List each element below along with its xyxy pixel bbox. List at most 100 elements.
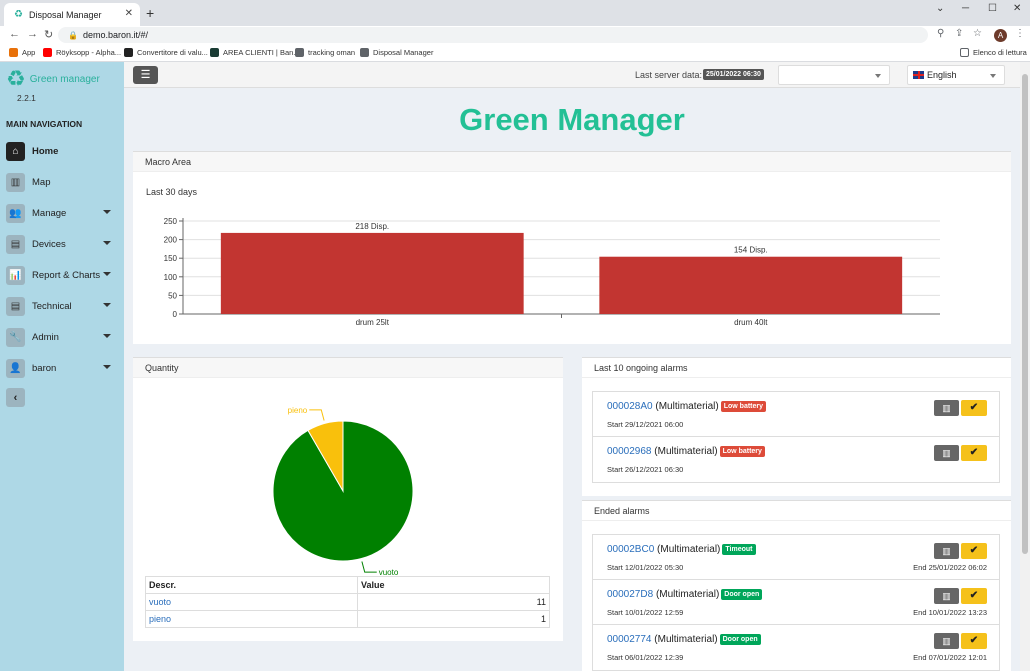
map-button[interactable]: ▥ (934, 400, 959, 416)
chevron-down-icon (103, 334, 111, 338)
archive-icon: ▤ (6, 296, 25, 316)
area-select[interactable] (778, 65, 890, 85)
y-tick-label: 250 (164, 217, 178, 226)
alarm-device-link[interactable]: 00002774 (607, 634, 652, 645)
sidebar-item-map[interactable]: ▥ Map (0, 168, 124, 196)
chevron-down-icon (990, 74, 996, 78)
menu-toggle-button[interactable]: ☰ (133, 66, 158, 84)
pie-label: vuoto (379, 568, 399, 577)
map-icon: ▥ (942, 546, 951, 556)
brand-name: Green manager (29, 73, 100, 85)
list-item: 000027D8 (Multimaterial) Door open Start … (593, 580, 999, 625)
y-tick-label: 50 (168, 291, 177, 300)
acknowledge-button[interactable]: ✔ (961, 633, 987, 649)
alarm-start: Start 29/12/2021 06:00 (607, 420, 684, 429)
bookmark-convertitore[interactable]: Convertitore di valu... (124, 48, 208, 57)
ended-alarm-list: 00002BC0 (Multimaterial) Timeout Start 12… (592, 534, 1000, 671)
minimize-button[interactable]: ─ (962, 3, 970, 14)
alarm-type: (Multimaterial) (655, 401, 719, 412)
new-tab-button[interactable]: + (146, 5, 155, 21)
kebab-menu-icon[interactable]: ⋮ (1015, 28, 1025, 39)
bookmark-area-clienti[interactable]: AREA CLIENTI | Ban... (210, 48, 300, 57)
table-header-row: Descr. Value (145, 576, 550, 594)
url-bar[interactable]: 🔒 demo.baron.it/#/ (58, 27, 928, 43)
users-icon: 👥 (6, 203, 25, 223)
bookmark-apps[interactable]: App (9, 48, 35, 57)
archive-icon: ▤ (6, 234, 25, 254)
bookmarks-bar: App Röyksopp - Alpha... Convertitore di … (0, 44, 1030, 62)
alarm-type: (Multimaterial) (657, 544, 721, 555)
pie-leader-line (361, 561, 377, 573)
profile-avatar[interactable]: A (994, 29, 1007, 42)
chevron-down-icon (875, 74, 881, 78)
sidebar-item-home[interactable]: ⌂ Home (0, 137, 124, 165)
globe-icon (295, 48, 304, 57)
sidebar-item-manage[interactable]: 👥 Manage (0, 199, 124, 227)
acknowledge-button[interactable]: ✔ (961, 445, 987, 461)
chevron-down-icon (103, 365, 111, 369)
acknowledge-button[interactable]: ✔ (961, 588, 987, 604)
list-item: 000028A0 (Multimaterial) Low battery Star… (593, 392, 999, 437)
column-header-value: Value (357, 576, 550, 594)
acknowledge-button[interactable]: ✔ (961, 543, 987, 559)
status-badge: Door open (719, 634, 761, 645)
reading-list-icon (960, 48, 969, 57)
alarm-device-link[interactable]: 000027D8 (607, 589, 654, 600)
map-button[interactable]: ▥ (934, 588, 959, 604)
bar-drum-25lt[interactable] (220, 232, 524, 314)
bookmark-royksopp[interactable]: Röyksopp - Alpha... (43, 48, 121, 57)
share-icon[interactable]: ⇪ (955, 28, 964, 39)
uk-flag-icon (913, 71, 924, 79)
bookmark-disposal-manager[interactable]: Disposal Manager (360, 48, 433, 57)
alarm-end: End 07/01/2022 12:01 (913, 653, 987, 662)
alarm-device-link[interactable]: 00002BC0 (607, 544, 655, 555)
collapse-sidebar-button[interactable]: ‹ (6, 388, 25, 407)
close-window-button[interactable]: ✕ (1013, 3, 1022, 14)
page-scrollbar[interactable] (1020, 62, 1030, 671)
scrollbar-thumb[interactable] (1022, 74, 1028, 554)
tab-search-icon[interactable]: ⌄ (936, 3, 945, 14)
map-button[interactable]: ▥ (934, 633, 959, 649)
zoom-icon[interactable]: ⚲ (937, 28, 945, 39)
descr-link-vuoto[interactable]: vuoto (149, 597, 172, 607)
maximize-button[interactable]: ☐ (988, 3, 997, 14)
sidebar-item-technical[interactable]: ▤ Technical (0, 292, 124, 320)
back-icon[interactable]: ← (9, 28, 20, 40)
sidebar-item-user[interactable]: 👤 baron (0, 354, 124, 382)
lock-icon: 🔒 (68, 31, 78, 40)
map-button[interactable]: ▥ (934, 543, 959, 559)
bookmark-tracking-oman[interactable]: tracking oman (295, 48, 355, 57)
globe-icon (360, 48, 369, 57)
macro-area-subtitle: Last 30 days (146, 187, 198, 197)
browser-tab[interactable]: ♻ Disposal Manager ✕ (4, 3, 140, 26)
sidebar-item-devices[interactable]: ▤ Devices (0, 230, 124, 258)
table-row: vuoto 11 (145, 593, 550, 611)
y-tick-label: 150 (164, 254, 178, 263)
close-tab-icon[interactable]: ✕ (124, 8, 133, 19)
bank-icon (210, 48, 219, 57)
reload-icon[interactable]: ↻ (44, 29, 54, 41)
pie-slice-pieno[interactable] (307, 420, 344, 493)
alarm-device-link[interactable]: 00002968 (607, 446, 652, 457)
value-cell: 1 (357, 610, 550, 628)
site-icon (124, 48, 133, 57)
map-button[interactable]: ▥ (934, 445, 959, 461)
sidebar-item-admin[interactable]: 🔧 Admin (0, 323, 124, 351)
sidebar-item-report-charts[interactable]: 📊 Report & Charts (0, 261, 124, 289)
main-content: Green Manager Macro Area Last 30 days 0 5… (124, 88, 1020, 671)
brand[interactable]: ♻ Green manager (6, 68, 100, 90)
bar-drum-40lt[interactable] (599, 256, 903, 314)
star-icon[interactable]: ☆ (973, 28, 982, 39)
url-text: demo.baron.it/#/ (82, 30, 149, 40)
descr-link-pieno[interactable]: pieno (149, 614, 172, 624)
bar-data-label: 218 Disp. (355, 222, 389, 231)
acknowledge-button[interactable]: ✔ (961, 400, 987, 416)
reading-list[interactable]: Elenco di lettura (960, 48, 1027, 57)
language-select[interactable]: English (907, 65, 1005, 85)
bar-data-label: 154 Disp. (734, 246, 768, 255)
alarm-device-link[interactable]: 000028A0 (607, 401, 653, 412)
chevron-down-icon (103, 303, 111, 307)
forward-icon[interactable]: → (27, 28, 38, 40)
check-icon: ✔ (969, 402, 979, 413)
map-icon: ▥ (942, 403, 951, 413)
